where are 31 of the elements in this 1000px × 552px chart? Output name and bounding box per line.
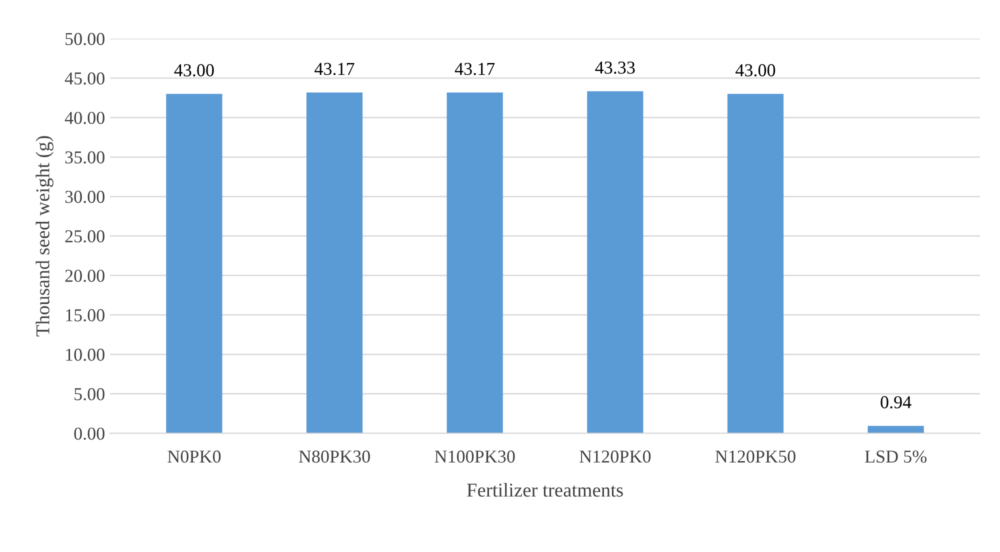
bar: [166, 94, 222, 434]
data-label: 43.33: [595, 62, 635, 74]
bar: [587, 91, 644, 434]
x-tick-label: N80PK30: [298, 450, 370, 463]
y-tick-label: 20.00: [65, 270, 104, 282]
x-tick-label: LSD 5%: [864, 450, 927, 463]
y-tick-label: 25.00: [65, 230, 104, 242]
bar: [727, 94, 784, 434]
x-tick-label: N120PK0: [580, 450, 651, 463]
x-tick-label: N100PK30: [434, 450, 515, 463]
data-label: 0.94: [880, 396, 912, 408]
x-tick-label: N120PK50: [715, 450, 796, 463]
y-tick-label: 50.00: [66, 32, 104, 46]
bar: [446, 92, 503, 434]
data-label: 43.17: [454, 62, 495, 76]
x-tick-label: N0PK0: [168, 450, 221, 463]
y-tick-label: 45.00: [64, 72, 104, 85]
y-tick-label: 10.00: [66, 348, 104, 361]
y-tick-label: 40.00: [64, 112, 104, 124]
x-axis-title: Fertilizer treatments: [467, 483, 623, 497]
y-tick-label: 15.00: [66, 309, 104, 322]
y-tick-label: 30.00: [65, 190, 104, 204]
data-label: 43.00: [174, 64, 214, 76]
data-label: 43.17: [314, 62, 354, 76]
bar: [868, 426, 924, 434]
y-tick-label: 35.00: [65, 151, 104, 164]
y-axis-title: Thousand seed weight (g): [36, 136, 54, 336]
y-tick-label: 5.00: [74, 388, 104, 400]
bar: [306, 92, 363, 434]
data-label: 43.00: [736, 64, 776, 76]
y-tick-label: 0.00: [74, 428, 104, 440]
